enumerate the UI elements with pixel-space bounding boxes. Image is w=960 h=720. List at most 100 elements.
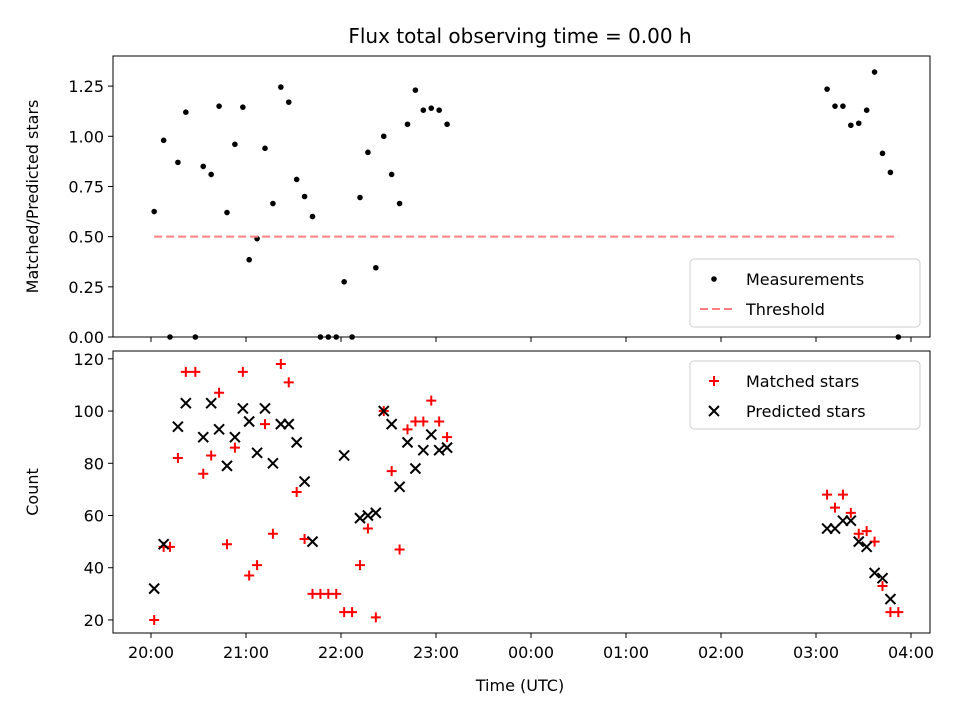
measurement-point — [871, 69, 878, 75]
predicted-star-point — [338, 449, 350, 462]
measurement-point — [309, 213, 316, 220]
measurement-point — [333, 334, 340, 340]
matched-star-point — [275, 359, 286, 370]
measurement-point — [285, 99, 292, 105]
legend-plus-marker — [709, 376, 719, 386]
x-tick-label: 00:00 — [508, 643, 554, 662]
legend-box — [689, 258, 921, 328]
measurement-point — [232, 141, 238, 148]
y-tick-label: 60 — [84, 507, 104, 526]
predicted-star-point — [393, 481, 406, 493]
matched-star-point — [347, 607, 358, 618]
predicted-star-point — [290, 436, 303, 449]
predicted-star-point — [401, 436, 414, 449]
x-axis-title: Time (UTC) — [475, 676, 564, 695]
matched-star-point — [362, 523, 373, 534]
predicted-star-point — [205, 397, 217, 409]
y-tick-label: 0.50 — [68, 228, 104, 247]
matched-star-point — [222, 539, 232, 550]
measurement-point — [365, 149, 371, 156]
measurement-point — [216, 103, 222, 109]
predicted-star-point — [370, 507, 382, 519]
predicted-star-point — [283, 418, 295, 430]
measurement-point — [420, 107, 427, 113]
measurement-point — [855, 120, 862, 127]
matched-star-point — [837, 489, 848, 500]
predicted-star-point — [417, 444, 430, 456]
measurement-point — [396, 200, 403, 207]
matched-star-point — [877, 581, 888, 591]
legend-label: Threshold — [745, 300, 825, 319]
matched-star-point — [172, 453, 183, 464]
measurement-point — [349, 334, 355, 340]
measurement-point — [444, 121, 450, 128]
measurement-point — [278, 84, 284, 90]
predicted-star-point — [267, 457, 279, 469]
y-tick-label: 40 — [84, 559, 104, 578]
matched-star-point — [206, 450, 217, 461]
measurement-point — [428, 105, 435, 111]
x-tick-label: 22:00 — [318, 643, 364, 662]
predicted-star-point — [884, 593, 897, 605]
measurement-point — [863, 107, 870, 113]
predicted-star-point — [385, 418, 398, 430]
measurement-point — [183, 109, 189, 115]
matched-star-point — [822, 489, 833, 500]
measurement-point — [380, 133, 387, 140]
measurement-point — [192, 334, 199, 340]
measurement-point — [412, 87, 419, 93]
matched-star-point — [853, 528, 864, 539]
matched-star-point — [418, 416, 429, 427]
matched-star-point — [394, 544, 405, 555]
predicted-star-point — [853, 535, 865, 548]
predicted-star-point — [180, 397, 192, 409]
matched-star-point — [370, 612, 381, 623]
top-panel: 0.00 0.25 0.50 0.75 1.00 1.25 Matched/Predicte… — [23, 55, 931, 347]
predicted-star-point — [251, 447, 263, 459]
measurement-point — [887, 169, 894, 176]
x-tick-label: 20:00 — [128, 643, 174, 662]
matched-star-point — [434, 416, 445, 427]
matched-star-point — [861, 526, 872, 537]
matched-star-point — [214, 387, 225, 398]
y-tick-label: 1.25 — [68, 77, 104, 96]
x-tick-label: 02:00 — [698, 643, 744, 662]
matched-star-point — [442, 432, 453, 443]
matched-star-point — [331, 588, 342, 599]
matched-star-point — [830, 502, 840, 513]
matched-star-point — [893, 607, 904, 618]
predicted-star-point — [148, 582, 160, 595]
predicted-star-point — [306, 535, 319, 548]
predicted-star-point — [157, 538, 170, 550]
measurement-point — [262, 145, 268, 152]
legend-label: Measurements — [746, 270, 864, 289]
measurement-point — [301, 193, 308, 200]
legend-dot-marker — [711, 276, 717, 282]
y-axis-title: Count — [23, 468, 42, 516]
measurement-point — [208, 171, 214, 178]
y-tick-label: 0.00 — [68, 328, 104, 347]
predicted-star-point — [229, 431, 241, 443]
measurement-point — [246, 256, 252, 263]
measurement-point — [200, 163, 207, 170]
matched-star-point — [283, 377, 294, 388]
predicted-star-point — [409, 462, 422, 475]
predicted-star-point — [845, 515, 857, 527]
measurement-point — [832, 103, 838, 109]
legend-x-marker — [708, 405, 720, 417]
predicted-star-point — [197, 431, 209, 443]
measurement-point — [317, 334, 324, 340]
y-tick-label: 0.25 — [68, 278, 104, 297]
measurement-point — [175, 159, 181, 166]
measurement-point — [357, 194, 363, 201]
measurement-point — [341, 279, 347, 285]
matched-star-point — [252, 560, 263, 571]
bottom-panel: 20 40 60 80 100 120 20:00 21:00 22:00 23:00 00:00 0… — [23, 350, 934, 662]
predicted-star-point — [243, 415, 255, 428]
measurement-point — [373, 264, 379, 271]
matched-star-point — [267, 528, 278, 539]
matched-star-point — [244, 570, 255, 581]
matched-star-point — [260, 419, 270, 430]
matched-star-point — [402, 424, 413, 435]
